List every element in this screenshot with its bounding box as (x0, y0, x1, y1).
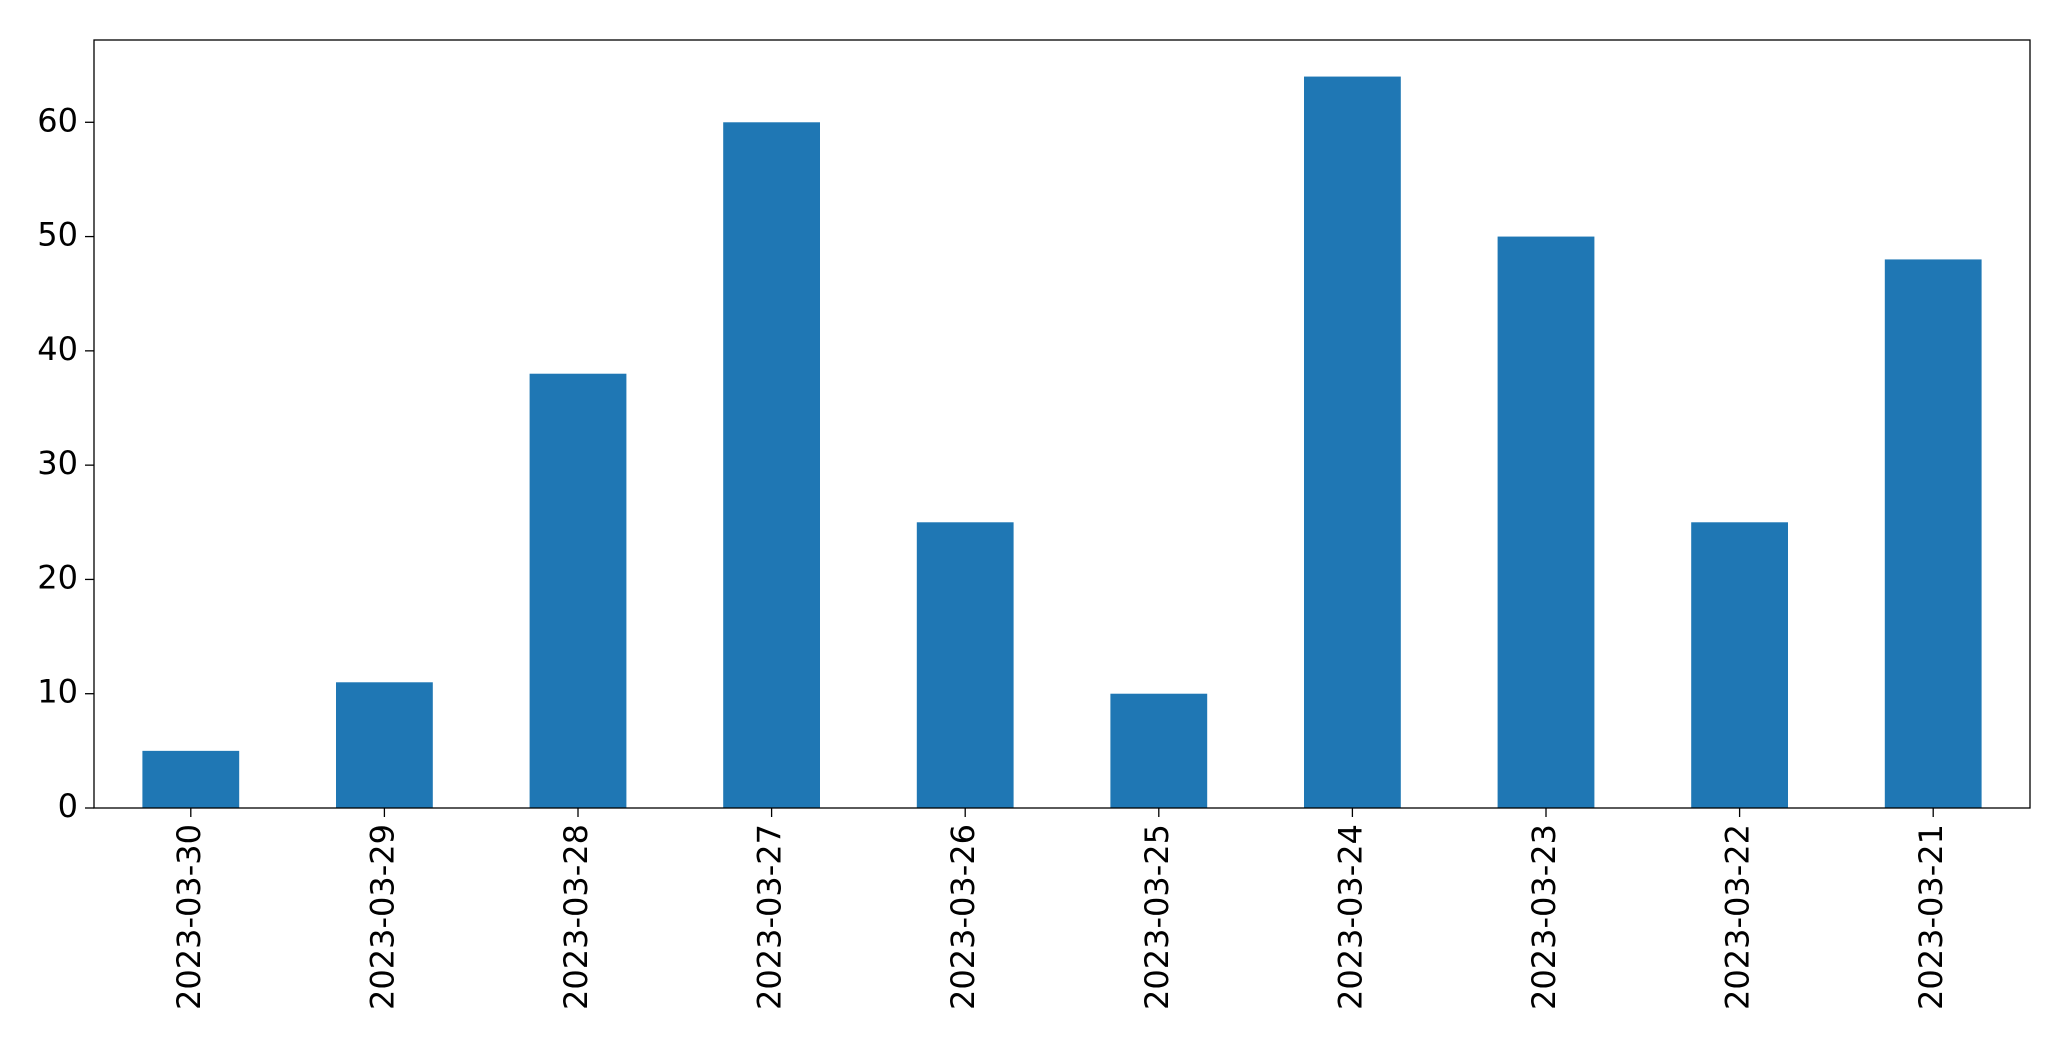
y-tick-label: 30 (37, 444, 78, 482)
y-tick-label: 50 (37, 216, 78, 254)
y-tick-label: 10 (37, 673, 78, 711)
x-tick-label: 2023-03-29 (363, 824, 401, 1010)
bar (723, 122, 820, 809)
bar (1110, 693, 1208, 808)
bar (529, 373, 627, 808)
x-tick-label: 2023-03-22 (1719, 824, 1757, 1010)
bar (1884, 259, 1982, 808)
x-tick-label: 2023-03-26 (944, 824, 982, 1010)
x-tick-label: 2023-03-24 (1331, 824, 1369, 1010)
bar (1497, 236, 1595, 809)
bar (1304, 76, 1401, 809)
bar (1691, 522, 1788, 808)
x-tick-label: 2023-03-25 (1138, 824, 1176, 1010)
plot-frame (93, 39, 2031, 809)
x-tick-label: 2023-03-23 (1525, 824, 1563, 1010)
x-tick-label: 2023-03-30 (170, 824, 208, 1010)
bar (142, 750, 240, 808)
bar (336, 682, 433, 808)
y-tick-label: 20 (37, 558, 78, 596)
bar (916, 522, 1014, 808)
y-tick-label: 0 (58, 787, 78, 825)
y-tick-label: 40 (37, 330, 78, 368)
x-tick-label: 2023-03-28 (557, 824, 595, 1010)
x-tick-label: 2023-03-27 (751, 824, 789, 1010)
y-tick-label: 60 (37, 101, 78, 139)
x-tick-label: 2023-03-21 (1912, 824, 1950, 1010)
